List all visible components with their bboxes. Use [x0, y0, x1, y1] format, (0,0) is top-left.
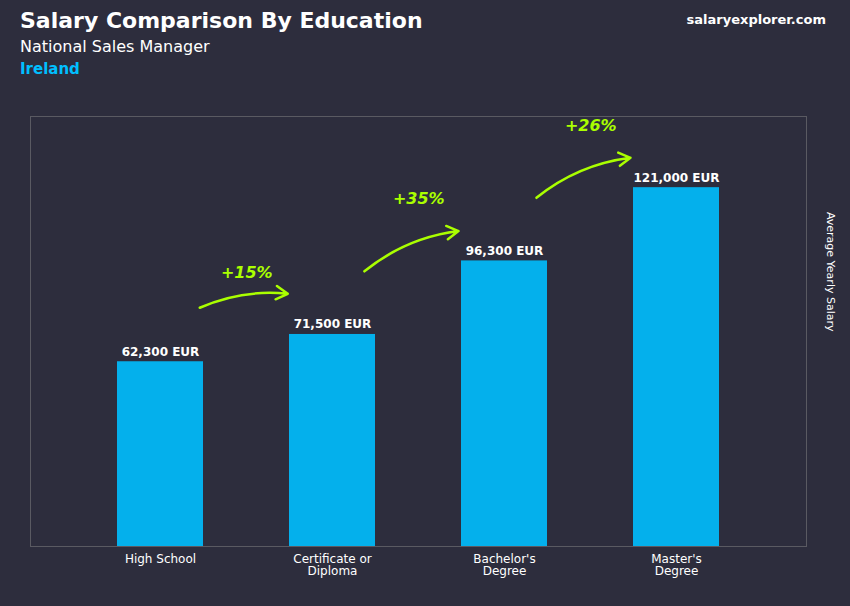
svg-text:96,300 EUR: 96,300 EUR	[466, 244, 544, 258]
svg-text:High School: High School	[125, 552, 196, 566]
svg-text:+15%: +15%	[221, 263, 273, 282]
html-text:Ireland: Ireland	[20, 60, 80, 78]
html-text:National Sales Manager: National Sales Manager	[20, 37, 210, 56]
svg-text:Certificate orDiploma: Certificate orDiploma	[293, 552, 371, 578]
svg-text:121,000 EUR: 121,000 EUR	[633, 171, 719, 185]
svg-text:+26%: +26%	[565, 116, 617, 135]
html-text:salaryexplorer.com: salaryexplorer.com	[686, 12, 826, 27]
svg-text:Average Yearly Salary: Average Yearly Salary	[824, 212, 837, 332]
svg-text:62,300 EUR: 62,300 EUR	[122, 345, 200, 359]
svg-text:71,500 EUR: 71,500 EUR	[294, 317, 372, 331]
svg-text:Bachelor'sDegree: Bachelor'sDegree	[473, 552, 535, 578]
svg-text:+35%: +35%	[393, 189, 445, 208]
svg-text:Master'sDegree: Master'sDegree	[651, 552, 702, 578]
html-text:Salary Comparison By Education: Salary Comparison By Education	[20, 8, 423, 33]
